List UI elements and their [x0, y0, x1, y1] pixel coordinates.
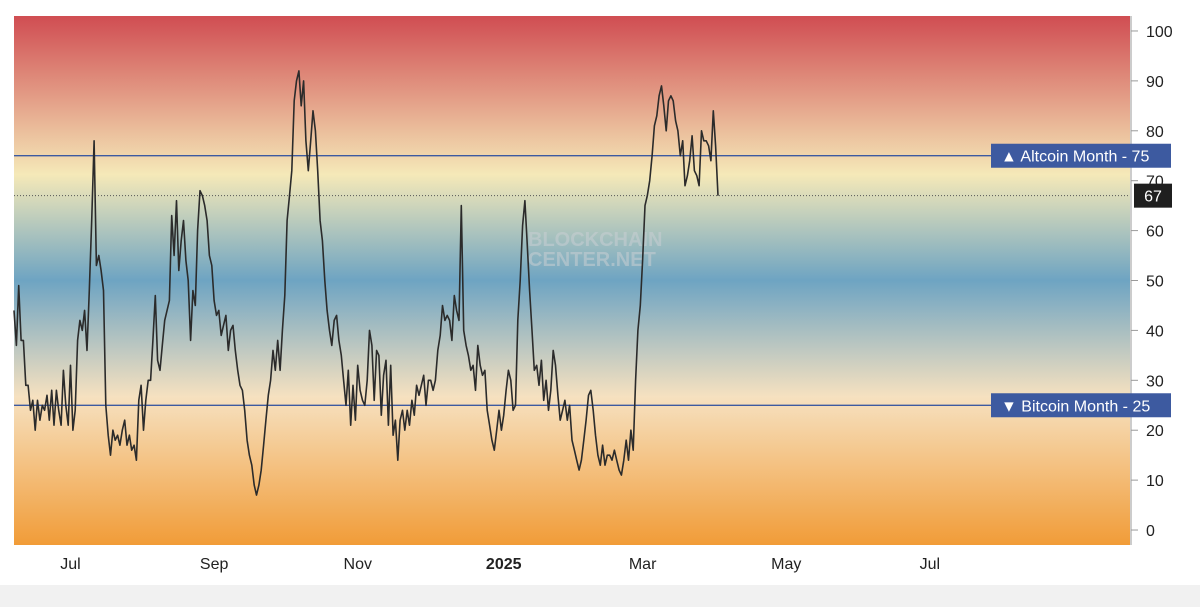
altcoin-month-badge-text: ▲ Altcoin Month - 75 [1001, 149, 1149, 166]
x-tick-label: May [771, 556, 801, 573]
y-tick-label: 90 [1146, 74, 1164, 91]
y-tick-label: 20 [1146, 423, 1164, 440]
y-tick-label: 10 [1146, 473, 1164, 490]
series-line [13, 70, 719, 496]
y-tick-label: 80 [1146, 124, 1164, 141]
y-tick-label: 100 [1146, 24, 1173, 41]
watermark: BLOCKCHAIN CENTER.NET [528, 229, 662, 271]
x-axis-band [0, 546, 1200, 582]
y-tick-label: 40 [1146, 323, 1164, 340]
bottom-fade [0, 585, 1200, 607]
x-axis-ticks: Jul Sep Nov 2025 Mar May Jul [60, 556, 940, 573]
x-tick-label: Jul [920, 556, 940, 573]
altcoin-month-badge [991, 143, 1171, 168]
x-tick-label: Nov [344, 556, 372, 573]
watermark-line-2: CENTER.NET [528, 249, 656, 271]
x-tick-label: 2025 [486, 556, 522, 573]
x-tick-label: Jul [60, 556, 80, 573]
x-tick-label: Mar [629, 556, 657, 573]
current-value-badge-text: 67 [1144, 189, 1162, 206]
x-tick-label: Sep [200, 556, 229, 573]
watermark-line-1: BLOCKCHAIN [528, 229, 662, 251]
bitcoin-month-badge-text: ▼ Bitcoin Month - 25 [1001, 398, 1150, 415]
y-tick-label: 50 [1146, 274, 1164, 291]
y-tick-label: 30 [1146, 373, 1164, 390]
value-badges: ▲ Altcoin Month - 75 ▼ Bitcoin Month - 25… [991, 143, 1172, 418]
y-tick-label: 60 [1146, 224, 1164, 241]
current-value-badge [1134, 183, 1172, 208]
bitcoin-month-badge [991, 393, 1171, 418]
plot-area [14, 16, 1130, 545]
threshold-levels [14, 155, 1130, 406]
y-tick-label: 0 [1146, 523, 1155, 540]
